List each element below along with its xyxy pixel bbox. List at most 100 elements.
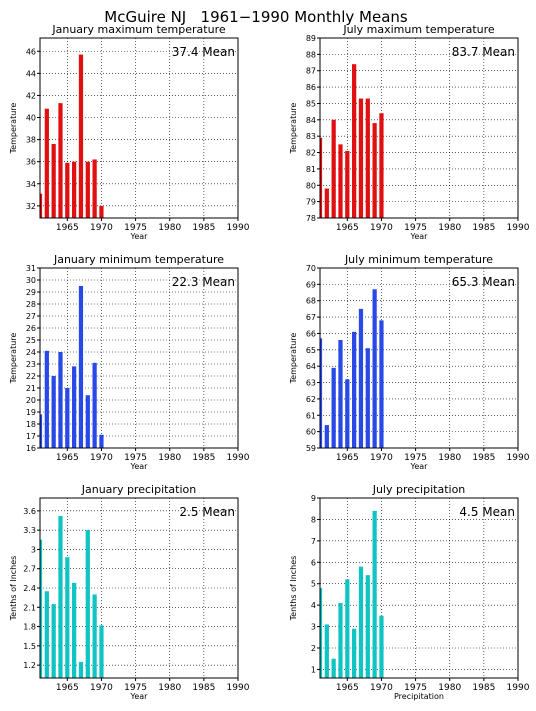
bar <box>78 661 84 678</box>
y-axis-label: Temperature <box>9 333 18 385</box>
y-tick-label: 23 <box>26 360 36 369</box>
chart-panel-6: July precipitation 4.5 Mean 1 2 3 4 5 6 7 8 9 1965 1… <box>289 483 530 701</box>
y-tick-label: 2.7 <box>23 565 36 574</box>
y-tick-label: 21 <box>26 384 36 393</box>
bar <box>365 348 370 448</box>
x-tick-label: 1980 <box>438 453 461 463</box>
bar <box>338 340 343 448</box>
x-tick-label: 1980 <box>438 223 461 233</box>
y-tick-label: 3 <box>31 545 36 554</box>
y-tick-label: 69 <box>306 280 316 289</box>
y-axis-label: Temperature <box>289 103 298 155</box>
y-tick-label: 62 <box>306 395 316 404</box>
bar <box>358 566 364 678</box>
y-tick-label: 3 <box>311 623 316 632</box>
bar <box>58 103 63 218</box>
y-tick-label: 83 <box>306 132 316 141</box>
y-tick-label: 9 <box>311 494 316 503</box>
y-tick-label: 18 <box>26 420 36 429</box>
bar <box>324 188 329 218</box>
bar <box>65 557 70 678</box>
x-tick-label: 1970 <box>370 453 393 463</box>
bar <box>44 108 49 218</box>
y-tick-label: 27 <box>26 312 36 321</box>
x-axis-label: Year <box>410 232 429 241</box>
bar <box>65 388 70 448</box>
bar <box>372 123 377 218</box>
mean-annotation: 2.5 Mean <box>179 505 235 519</box>
y-tick-label: 26 <box>26 324 36 333</box>
y-tick-label: 78 <box>306 214 316 223</box>
y-tick-label: 38 <box>26 136 36 145</box>
y-tick-label: 7 <box>311 537 316 546</box>
bar <box>345 379 350 448</box>
y-tick-label: 64 <box>306 362 316 371</box>
bar <box>331 658 336 678</box>
y-tick-label: 61 <box>306 411 316 420</box>
mean-annotation: 37.4 Mean <box>172 45 235 59</box>
chart-panel-2: July maximum temperature 83.7 Mean 78 79 80 8… <box>289 23 530 241</box>
chart-title: January precipitation <box>81 483 197 496</box>
y-tick-label: 81 <box>306 165 316 174</box>
x-tick-label: 1980 <box>158 683 181 693</box>
bar <box>331 367 336 448</box>
bar <box>358 308 364 448</box>
x-axis-label: Year <box>130 462 149 471</box>
bar <box>99 625 104 678</box>
bar <box>372 289 377 448</box>
x-tick-label: 1965 <box>336 223 359 233</box>
bar <box>40 414 43 448</box>
bar <box>324 425 329 448</box>
mean-annotation: 65.3 Mean <box>452 275 515 289</box>
x-tick-label: 1975 <box>124 223 147 233</box>
y-tick-label: 28 <box>26 300 36 309</box>
y-tick-label: 82 <box>306 149 316 158</box>
y-tick-label: 86 <box>306 83 316 92</box>
x-tick-label: 1970 <box>90 453 113 463</box>
bar <box>78 54 84 218</box>
x-tick-label: 1965 <box>56 223 79 233</box>
x-tick-label: 1975 <box>404 453 427 463</box>
x-tick-label: 1985 <box>472 683 495 693</box>
x-tick-label: 1980 <box>158 453 181 463</box>
plot-frame <box>319 267 519 449</box>
bar <box>379 615 384 678</box>
y-tick-label: 22 <box>26 372 36 381</box>
y-tick-label: 16 <box>26 444 36 453</box>
x-axis-label: Year <box>410 462 429 471</box>
mean-annotation: 22.3 Mean <box>172 275 235 289</box>
bar <box>40 193 43 218</box>
bar <box>331 119 336 218</box>
y-tick-label: 1.5 <box>23 642 36 651</box>
y-tick-label: 19 <box>26 408 36 417</box>
chart-title: July precipitation <box>372 483 466 496</box>
mean-annotation: 83.7 Mean <box>452 45 515 59</box>
x-tick-label: 1970 <box>370 223 393 233</box>
y-tick-label: 67 <box>306 313 316 322</box>
bar <box>338 144 343 218</box>
y-axis-label: Tenths of Inches <box>289 556 298 622</box>
bar <box>58 352 63 448</box>
y-tick-label: 59 <box>306 444 316 453</box>
y-tick-label: 40 <box>26 114 36 123</box>
chart-panel-1: January maximum temperature 37.4 Mean 32 34… <box>9 23 250 241</box>
y-tick-label: 30 <box>26 276 36 285</box>
bar <box>72 582 77 678</box>
y-tick-label: 85 <box>306 99 316 108</box>
y-tick-label: 4 <box>311 601 316 610</box>
y-tick-label: 68 <box>306 297 316 306</box>
x-tick-label: 1970 <box>90 683 113 693</box>
chart-panel-5: January precipitation 2.5 Mean 1.2 1.5 1.8 2.… <box>9 483 250 701</box>
y-tick-label: 20 <box>26 396 36 405</box>
bar <box>72 161 77 218</box>
y-tick-label: 3.3 <box>23 526 36 535</box>
x-tick-label: 1990 <box>507 683 530 693</box>
y-tick-label: 31 <box>26 264 36 273</box>
y-tick-label: 24 <box>26 348 36 357</box>
x-tick-label: 1985 <box>472 223 495 233</box>
bar <box>51 144 56 218</box>
x-tick-label: 1975 <box>124 683 147 693</box>
x-tick-label: 1975 <box>404 223 427 233</box>
